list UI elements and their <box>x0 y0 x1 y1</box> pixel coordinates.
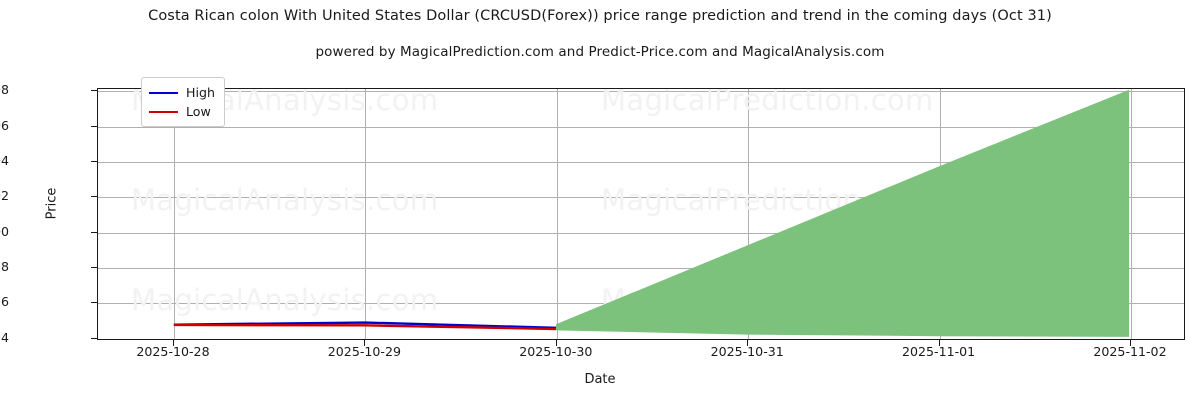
y-tick-mark <box>91 232 97 233</box>
x-tick-mark <box>556 340 557 346</box>
chart-legend: High Low <box>141 77 225 127</box>
grid-line-vertical <box>365 89 366 339</box>
x-tick-mark <box>939 340 940 346</box>
data-series-layer <box>173 89 1130 337</box>
x-tick-mark <box>747 340 748 346</box>
y-tick-mark <box>91 196 97 197</box>
y-tick-mark <box>91 302 97 303</box>
chart-subtitle: powered by MagicalPrediction.com and Pre… <box>315 44 885 60</box>
x-tick-label: 2025-10-29 <box>327 344 401 359</box>
x-tick-label: 2025-10-31 <box>710 344 784 359</box>
y-tick-mark <box>91 267 97 268</box>
y-tick-mark <box>91 126 97 127</box>
grid-line-horizontal <box>98 197 1184 198</box>
grid-line-vertical <box>557 89 558 339</box>
x-tick-label: 2025-11-01 <box>901 344 976 359</box>
grid-line-vertical <box>748 89 749 339</box>
series-line-low <box>173 323 556 331</box>
legend-item-low: Low <box>149 102 215 121</box>
grid-line-vertical <box>174 89 175 339</box>
grid-line-horizontal <box>98 162 1184 163</box>
legend-item-high: High <box>149 83 215 102</box>
x-axis-label: Date <box>584 372 616 387</box>
y-tick-label: 0.00204 <box>0 153 9 169</box>
y-tick-label: 0.00208 <box>0 82 9 98</box>
x-tick-mark <box>1130 340 1131 346</box>
y-tick-label: 0.00206 <box>0 117 9 133</box>
y-axis-label: Price <box>44 187 60 220</box>
y-tick-label: 0.00202 <box>0 188 9 204</box>
y-tick-label: 0.00196 <box>0 294 9 310</box>
y-tick-label: 0.00198 <box>0 258 9 274</box>
y-tick-label: 0.00200 <box>0 223 9 239</box>
prediction-band-area <box>555 89 1130 337</box>
grid-line-vertical <box>1131 89 1132 339</box>
legend-line-icon-low <box>149 110 178 113</box>
y-tick-mark <box>91 161 97 162</box>
legend-label-high: High <box>186 85 215 100</box>
x-tick-label: 2025-10-30 <box>519 344 593 359</box>
grid-line-horizontal <box>98 91 1184 92</box>
x-tick-label: 2025-11-02 <box>1093 344 1167 359</box>
legend-line-icon-high <box>149 91 178 94</box>
chart-title: Costa Rican colon With United States Dol… <box>148 8 1052 24</box>
legend-label-low: Low <box>186 104 211 119</box>
y-tick-mark <box>91 338 97 339</box>
y-tick-label: 0.00194 <box>0 329 9 345</box>
x-tick-mark <box>173 340 174 346</box>
x-tick-mark <box>364 340 365 346</box>
grid-line-horizontal <box>98 233 1184 234</box>
x-tick-label: 2025-10-28 <box>136 344 210 359</box>
grid-line-horizontal <box>98 127 1184 128</box>
grid-line-horizontal <box>98 268 1184 269</box>
plot-area: MagicalAnalysis.com MagicalPrediction.com… <box>97 88 1185 340</box>
y-tick-mark <box>91 90 97 91</box>
grid-line-horizontal <box>98 339 1184 340</box>
